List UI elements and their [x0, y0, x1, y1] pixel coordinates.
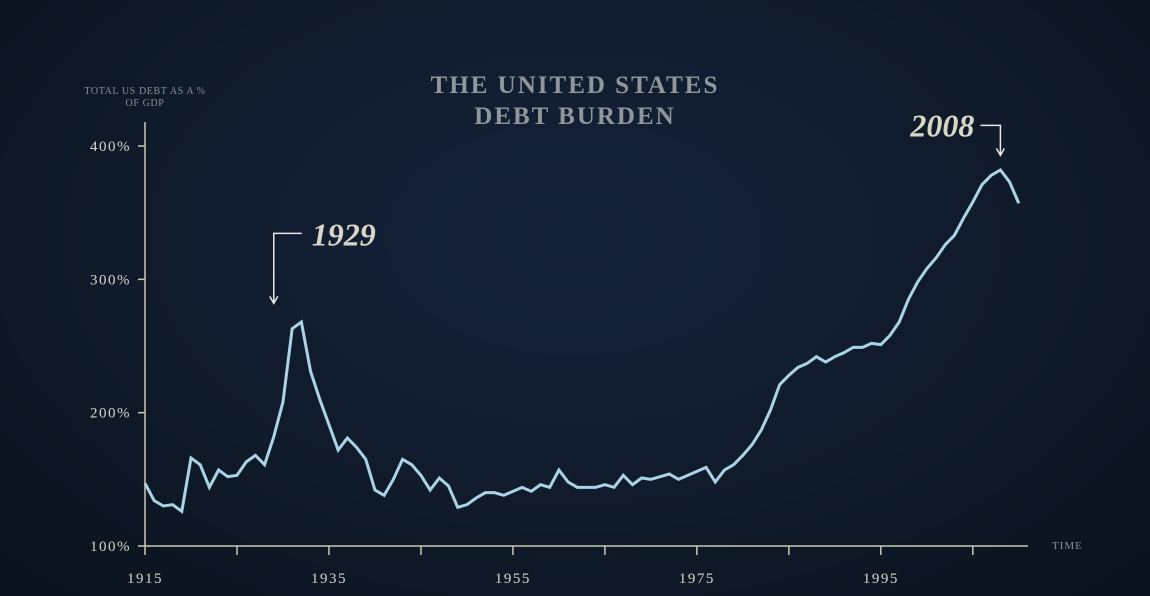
- arrow-head: [269, 295, 279, 305]
- x-axis-label: TIME: [1052, 540, 1083, 552]
- y-axis-label: TOTAL US DEBT AS A % OF GDP: [84, 86, 206, 109]
- x-tick-label: 1995: [863, 571, 899, 587]
- x-tick-label: 1935: [311, 571, 347, 587]
- x-tick-label: 1915: [127, 571, 163, 587]
- chart-title: THE UNITED STATES DEBT BURDEN: [430, 72, 720, 130]
- annotation: 2008: [909, 107, 974, 143]
- y-tick-label: 400%: [90, 139, 131, 155]
- annotation: 1929: [312, 216, 376, 252]
- annotation-arrow: [980, 124, 1002, 156]
- x-tick-label: 1955: [495, 571, 531, 587]
- arrow-head: [995, 147, 1006, 157]
- y-tick-label: 200%: [90, 406, 131, 422]
- y-tick-label: 300%: [90, 272, 131, 288]
- data-line: [143, 168, 1021, 514]
- annotation-arrow: [273, 232, 302, 304]
- x-tick-label: 1975: [679, 571, 715, 587]
- y-tick-label: 100%: [90, 539, 131, 555]
